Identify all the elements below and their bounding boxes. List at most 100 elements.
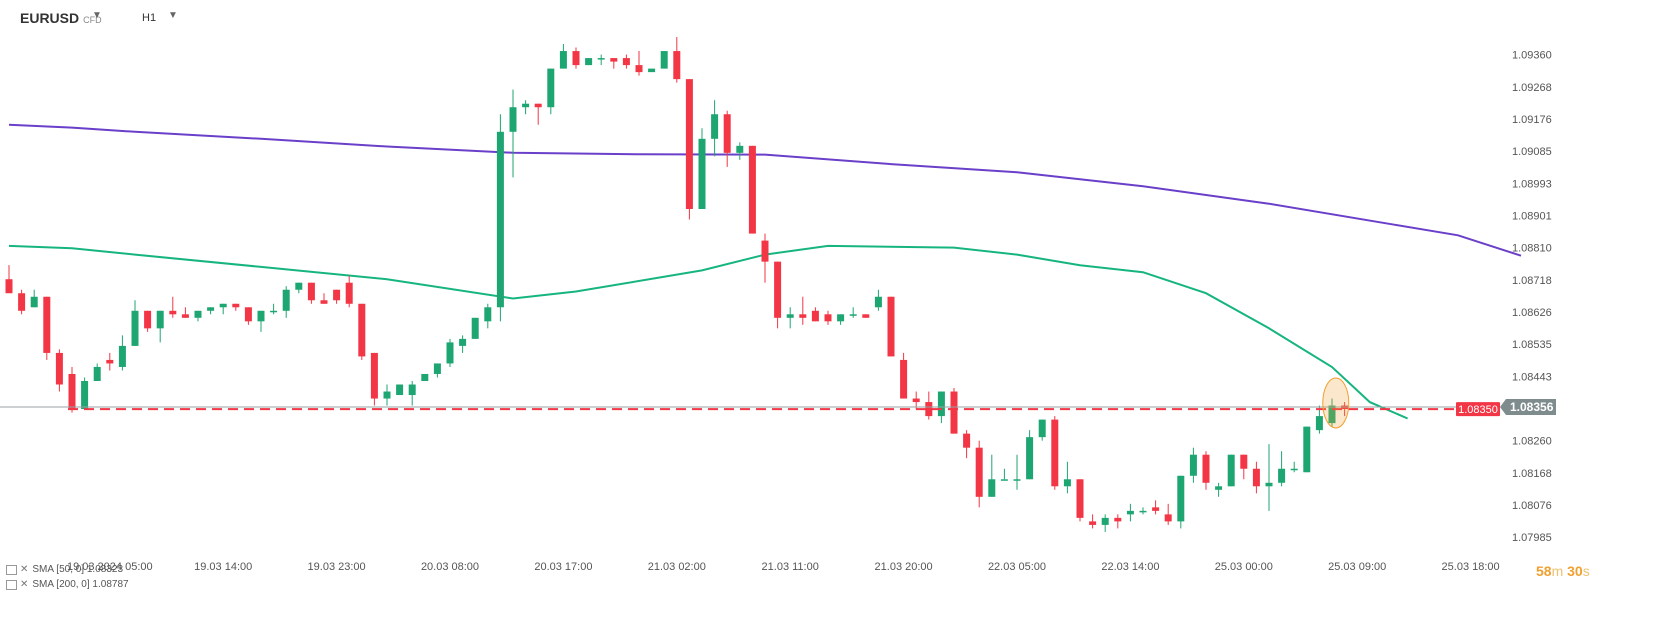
x-tick-label: 20.03 08:00 xyxy=(421,561,479,573)
candle-down xyxy=(887,296,895,357)
candle-down xyxy=(106,359,114,364)
y-tick-label: 1.08443 xyxy=(1512,371,1552,383)
candle-up xyxy=(660,51,668,69)
candle-down xyxy=(370,352,378,399)
close-icon[interactable]: ✕ xyxy=(20,579,29,590)
candle-up xyxy=(219,303,227,308)
candle-up xyxy=(396,384,404,396)
candle-up xyxy=(131,310,139,346)
x-tick-label: 21.03 02:00 xyxy=(648,561,706,573)
y-tick-label: 1.09360 xyxy=(1512,50,1552,62)
candle-down xyxy=(811,310,819,322)
y-axis: 1.08356 1.09360 1.09268 1.09176 1.09085 1.089… xyxy=(1500,50,1556,544)
candle-down xyxy=(950,391,958,434)
y-tick-label: 1.08993 xyxy=(1512,178,1552,190)
y-tick-label: 1.09085 xyxy=(1512,146,1552,158)
candle-up xyxy=(257,310,265,322)
candle-down xyxy=(534,103,542,108)
y-tick-label: 1.08535 xyxy=(1512,339,1552,351)
candle-down xyxy=(824,314,832,322)
candle-down xyxy=(774,261,782,318)
legend-sma50: ✕ SMA [50, 0] 1.08323 xyxy=(6,562,129,577)
candle-down xyxy=(723,114,731,153)
y-tick-label: 1.08718 xyxy=(1512,275,1552,287)
legend-sma200-label: SMA [200, 0] 1.08787 xyxy=(32,579,129,590)
candle-down xyxy=(68,373,76,410)
candle-up xyxy=(1290,468,1298,471)
y-tick-label: 1.09176 xyxy=(1512,114,1552,126)
levels-group: 1.08350 xyxy=(0,377,1500,429)
candle-up xyxy=(736,145,744,153)
candle-down xyxy=(181,314,189,318)
candle-up xyxy=(597,58,605,60)
symbol-dropdown-icon[interactable]: ▼ xyxy=(92,10,102,21)
candle-up xyxy=(1215,486,1223,490)
candle-up xyxy=(383,391,391,399)
candle-down xyxy=(244,307,252,322)
candle-down xyxy=(1076,479,1084,518)
candle-down xyxy=(572,51,580,66)
candles-group xyxy=(5,37,1349,532)
x-tick-label: 22.03 14:00 xyxy=(1101,561,1159,573)
candle-up xyxy=(81,380,89,410)
x-tick-label: 22.03 05:00 xyxy=(988,561,1046,573)
indicator-legend: ✕ SMA [50, 0] 1.08323 ✕ SMA [200, 0] 1.0… xyxy=(6,562,129,592)
close-icon[interactable]: ✕ xyxy=(20,564,29,575)
candle-up xyxy=(698,138,706,210)
candle-down xyxy=(963,433,971,448)
sma50-line xyxy=(8,244,1408,420)
candle-down xyxy=(975,447,983,497)
candle-up xyxy=(1278,468,1286,483)
candle-up xyxy=(509,107,517,132)
candle-up xyxy=(786,314,794,318)
current-price-badge xyxy=(1500,398,1556,415)
candle-up xyxy=(1126,510,1134,515)
candle-down xyxy=(912,398,920,403)
x-tick-label: 25.03 09:00 xyxy=(1328,561,1386,573)
candle-down xyxy=(761,240,769,262)
candle-up xyxy=(1189,454,1197,476)
candle-up xyxy=(1315,416,1323,431)
candle-up xyxy=(1328,405,1336,424)
candle-down xyxy=(1051,419,1059,487)
sma200-group xyxy=(8,123,1522,257)
candle-up xyxy=(1265,482,1273,487)
candle-up xyxy=(837,314,845,322)
indicator-settings-icon[interactable] xyxy=(6,564,17,575)
timer-minutes: 58 xyxy=(1536,563,1552,579)
candle-up xyxy=(270,310,278,313)
candle-up xyxy=(1177,475,1185,522)
candle-up xyxy=(988,479,996,497)
candle-down xyxy=(307,282,315,301)
candle-down xyxy=(635,65,643,73)
timeframe-dropdown-icon[interactable]: ▼ xyxy=(168,10,178,21)
candle-up xyxy=(484,307,492,322)
candle-down xyxy=(1202,454,1210,483)
y-tick-label: 1.08076 xyxy=(1512,500,1552,512)
y-tick-label: 1.07985 xyxy=(1512,532,1552,544)
sma50-group xyxy=(8,244,1408,420)
y-tick-label: 1.08260 xyxy=(1512,436,1552,448)
indicator-settings-icon[interactable] xyxy=(6,579,17,590)
highlight-marker xyxy=(1322,377,1350,429)
y-tick-label: 1.08168 xyxy=(1512,468,1552,480)
candle-down xyxy=(333,289,341,301)
symbol-label[interactable]: EURUSD CFD xyxy=(20,10,102,26)
symbol-type: CFD xyxy=(83,15,102,25)
y-tick-label: 1.08810 xyxy=(1512,243,1552,255)
legend-sma200: ✕ SMA [200, 0] 1.08787 xyxy=(6,577,129,592)
x-tick-label: 20.03 17:00 xyxy=(534,561,592,573)
x-tick-label: 19.03 23:00 xyxy=(308,561,366,573)
candle-down xyxy=(320,300,328,304)
candle-up xyxy=(471,317,479,339)
timeframe-label[interactable]: H1 xyxy=(142,12,157,24)
candle-down xyxy=(358,303,366,357)
x-tick-label: 19.03 14:00 xyxy=(194,561,252,573)
x-tick-label: 21.03 20:00 xyxy=(875,561,933,573)
candle-down xyxy=(1089,521,1097,525)
candle-up xyxy=(522,103,530,108)
timer-seconds: 30 xyxy=(1567,563,1583,579)
candle-up xyxy=(496,131,504,308)
